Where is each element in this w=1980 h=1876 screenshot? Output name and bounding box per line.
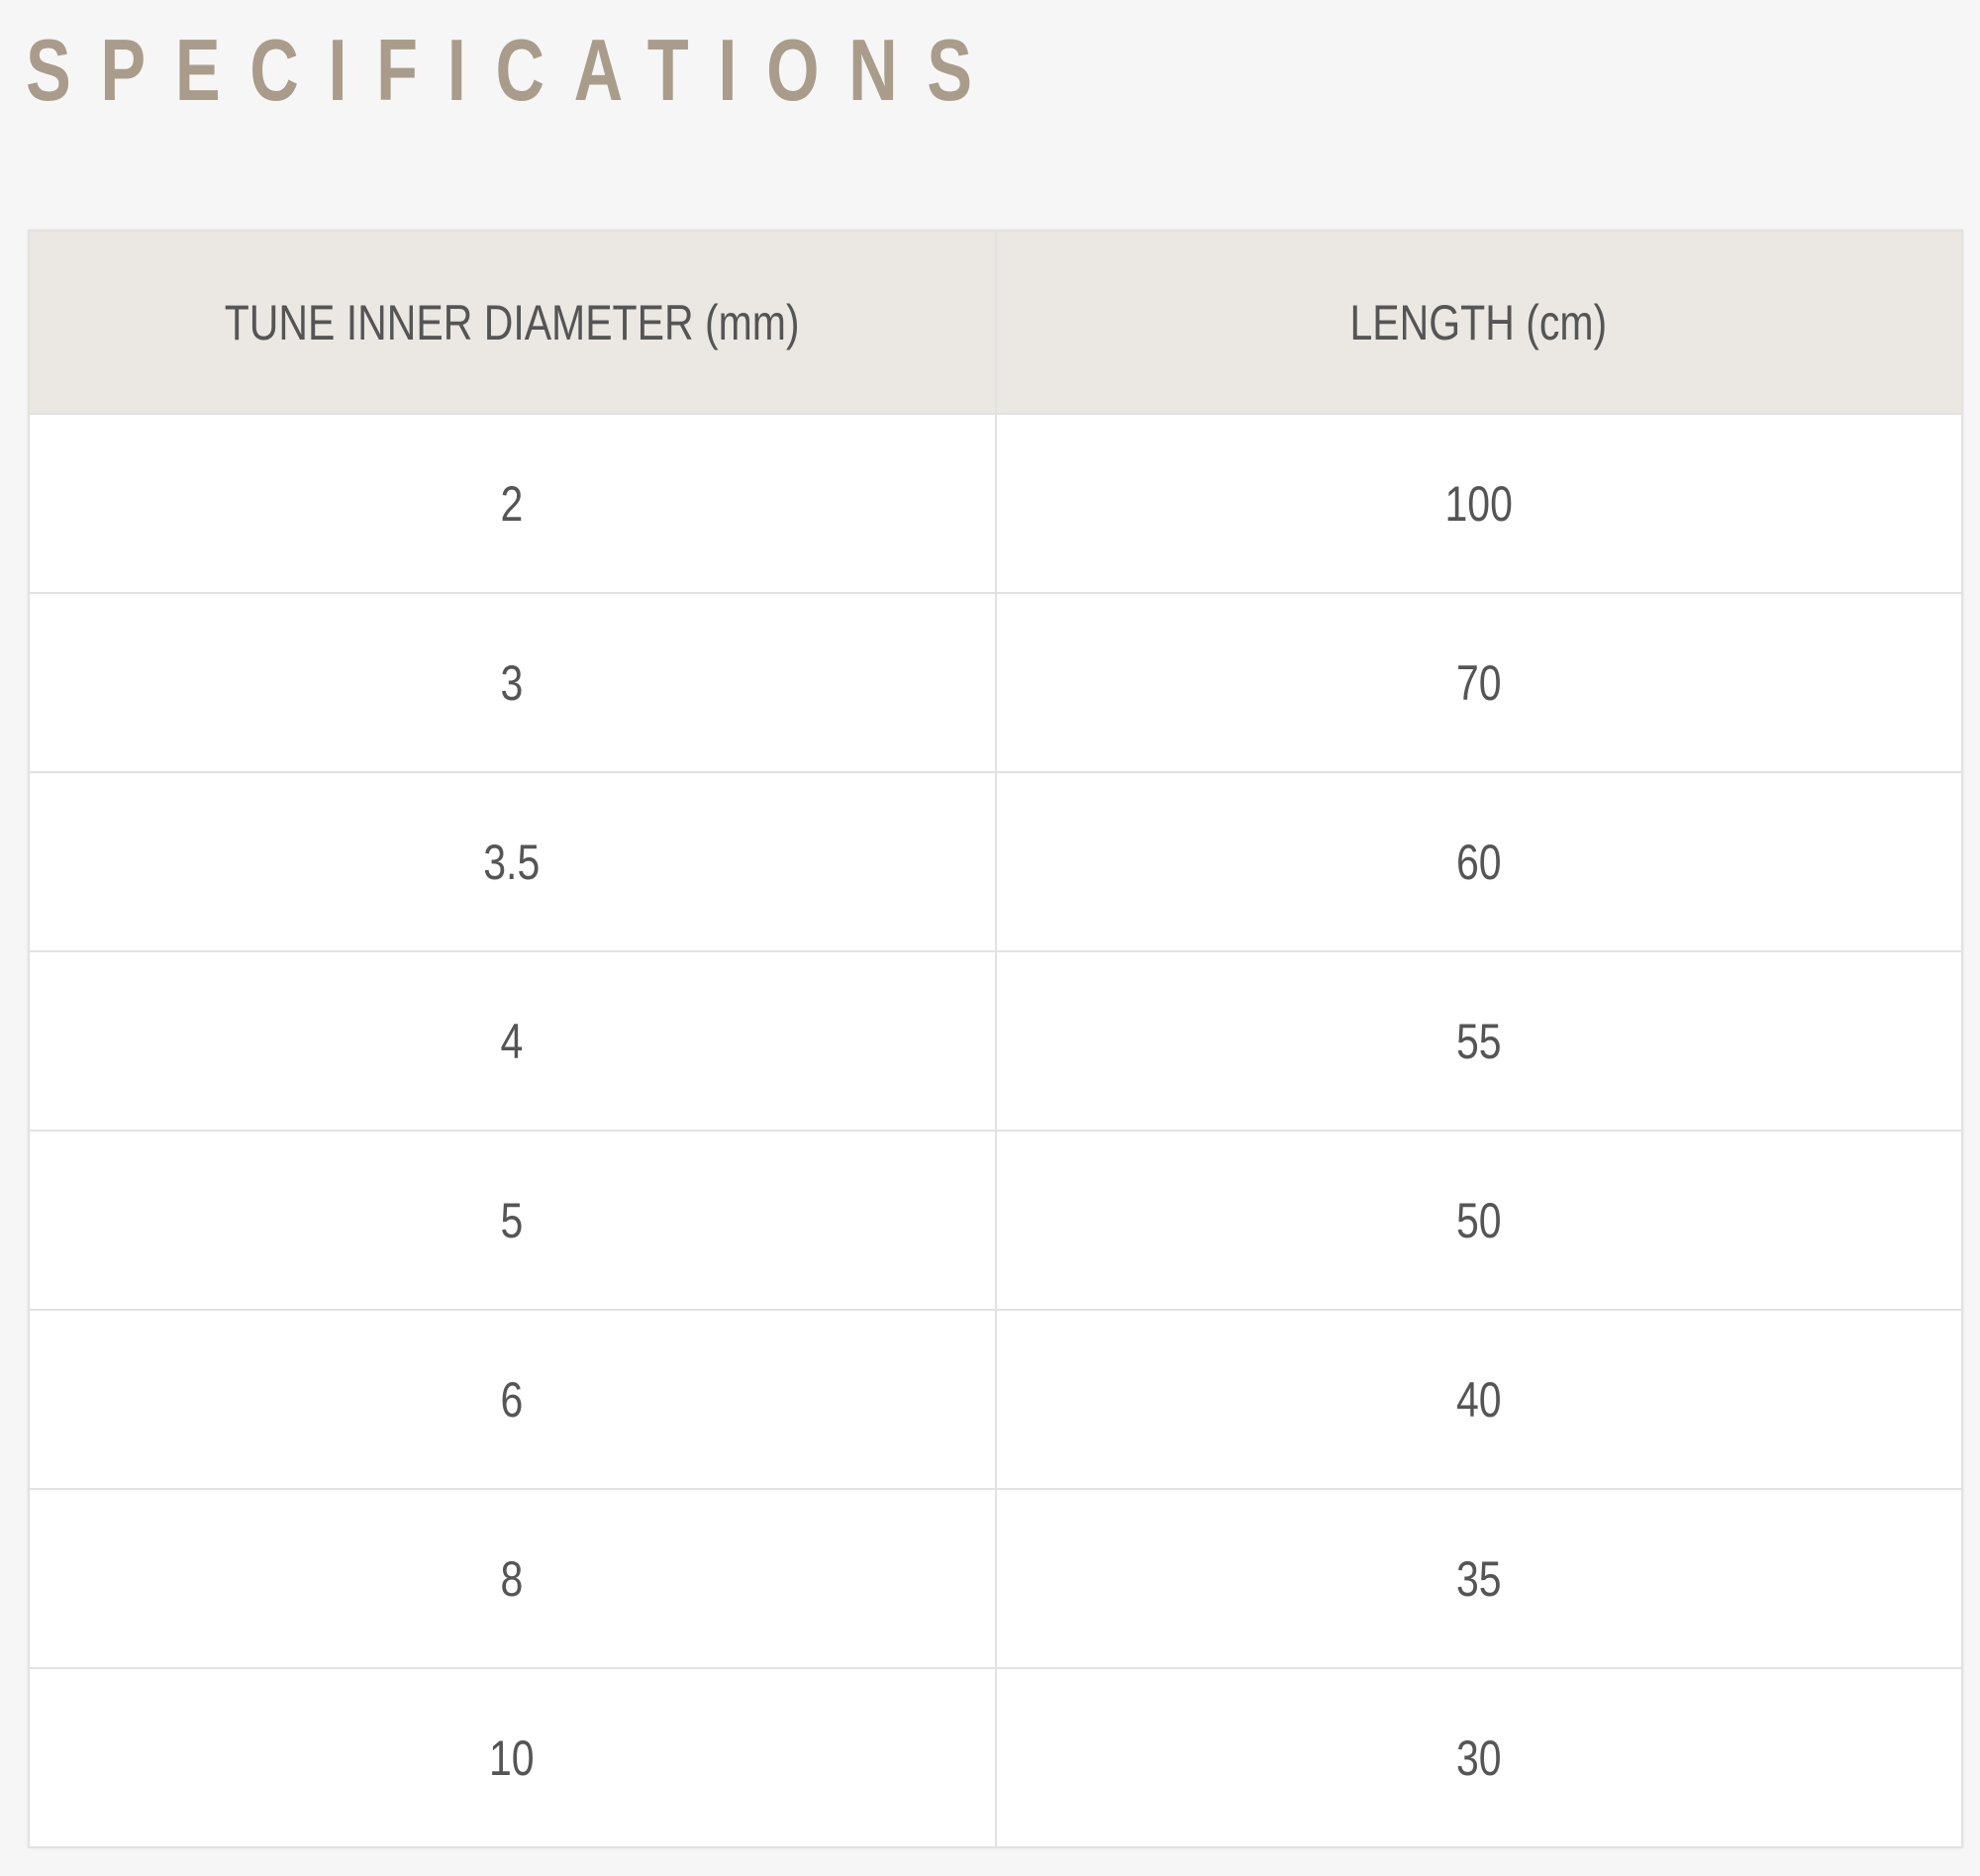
cell-diameter: 2 xyxy=(28,413,997,594)
cell-diameter: 8 xyxy=(28,1488,997,1669)
header-label: LENGTH (cm) xyxy=(1349,294,1608,350)
table-row: 2 100 xyxy=(28,413,1963,594)
cell-value: 100 xyxy=(1444,475,1513,532)
header-diameter: TUNE INNER DIAMETER (mm) xyxy=(28,230,997,415)
cell-value: 6 xyxy=(500,1371,524,1428)
cell-value: 5 xyxy=(500,1192,524,1248)
cell-length: 50 xyxy=(994,1130,1963,1311)
cell-value: 35 xyxy=(1455,1550,1502,1607)
table-row: 5 50 xyxy=(28,1130,1963,1311)
table-row: 3 70 xyxy=(28,592,1963,773)
cell-value: 60 xyxy=(1455,834,1502,890)
cell-length: 40 xyxy=(994,1309,1963,1490)
table-row: 6 40 xyxy=(28,1309,1963,1490)
cell-length: 70 xyxy=(994,592,1963,773)
cell-value: 3 xyxy=(500,654,524,711)
specifications-table: TUNE INNER DIAMETER (mm) LENGTH (cm) 2 10… xyxy=(28,230,1963,1848)
page-title: SPECIFICATIONS xyxy=(26,21,1002,119)
cell-value: 55 xyxy=(1455,1013,1502,1069)
cell-value: 40 xyxy=(1455,1371,1502,1428)
table-row: 3.5 60 xyxy=(28,771,1963,952)
table-row: 4 55 xyxy=(28,950,1963,1132)
header-label: TUNE INNER DIAMETER (mm) xyxy=(224,294,800,350)
cell-value: 4 xyxy=(500,1013,524,1069)
cell-value: 3.5 xyxy=(483,834,541,890)
cell-length: 100 xyxy=(994,413,1963,594)
cell-length: 30 xyxy=(994,1667,1963,1848)
cell-diameter: 5 xyxy=(28,1130,997,1311)
cell-value: 50 xyxy=(1455,1192,1502,1248)
table-row: 10 30 xyxy=(28,1667,1963,1848)
header-length: LENGTH (cm) xyxy=(994,230,1963,415)
cell-diameter: 4 xyxy=(28,950,997,1132)
cell-diameter: 6 xyxy=(28,1309,997,1490)
cell-length: 60 xyxy=(994,771,1963,952)
table-row: 8 35 xyxy=(28,1488,1963,1669)
cell-value: 10 xyxy=(489,1729,536,1786)
cell-diameter: 3.5 xyxy=(28,771,997,952)
cell-diameter: 10 xyxy=(28,1667,997,1848)
cell-length: 55 xyxy=(994,950,1963,1132)
cell-length: 35 xyxy=(994,1488,1963,1669)
table-header-row: TUNE INNER DIAMETER (mm) LENGTH (cm) xyxy=(28,230,1963,415)
cell-value: 30 xyxy=(1455,1729,1502,1786)
cell-value: 2 xyxy=(500,475,524,532)
cell-value: 8 xyxy=(500,1550,524,1607)
cell-value: 70 xyxy=(1455,654,1502,711)
cell-diameter: 3 xyxy=(28,592,997,773)
